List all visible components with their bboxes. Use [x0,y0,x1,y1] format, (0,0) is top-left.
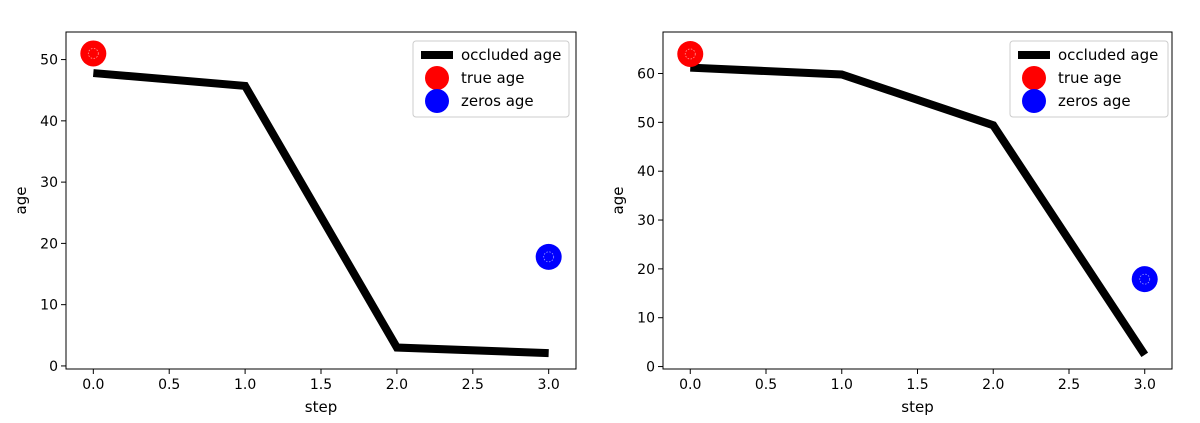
legend-label-zeros-age: zeros age [1058,92,1131,110]
legend-box [412,40,570,118]
x-tick-label: 3.0 [1134,377,1156,393]
data-point-occluded-age [93,73,94,74]
y-tick-label: 0 [49,359,58,375]
series-line-occluded-age [690,63,1149,358]
legend-label-occluded-age: occluded age [1058,46,1158,64]
marker-true-age [677,40,704,67]
x-tick-label: 1.5 [906,377,928,393]
marker-true-age [80,40,107,67]
y-tick-label: 30 [637,213,655,229]
x-tick-label: 2.5 [462,377,484,393]
chart-panel-1: 0.0 0.5 1.0 1.5 2.0 2.5 3.0 0 10 20 30 40 50 step age o… [12,31,577,416]
y-tick-label: 50 [40,53,58,69]
marker-center-true-age [87,48,99,59]
data-point-occluded-age [548,353,549,354]
legend-label-zeros-age: zeros age [461,92,534,110]
x-tick-label: 1.0 [831,377,853,393]
y-tick-label: 10 [637,311,655,327]
y-tick-label: 50 [637,115,655,131]
legend-swatch-true-age [425,66,449,90]
y-axis-label: age [12,187,30,215]
legend-label-true-age: true age [1058,69,1122,87]
legend-swatch-zeros-age [1022,89,1046,113]
series-line-occluded-age [92,69,549,358]
x-tick-label: 1.0 [234,377,256,393]
y-tick-label: 0 [646,360,655,376]
data-point-occluded-age [245,85,246,86]
legend-swatch-true-age [1022,66,1046,90]
y-tick-label: 60 [637,67,655,83]
x-tick-label: 0.5 [755,377,777,393]
chart-panel-2: 0.0 0.5 1.0 1.5 2.0 2.5 3.0 0 10 20 30 40 50 60 step ag… [609,31,1173,416]
data-point-occluded-age [841,74,842,75]
legend-label-occluded-age: occluded age [461,46,561,64]
y-tick-label: 40 [40,114,58,130]
x-axis-label: step [901,398,933,416]
legend: occluded age true age zeros age [1009,40,1169,118]
marker-center-zeros-age [543,251,555,263]
x-tick-label: 0.0 [82,377,104,393]
data-point-occluded-age [1144,354,1145,355]
y-axis-label: age [609,187,627,215]
legend-box [1009,40,1169,118]
x-tick-label: 2.0 [386,377,408,393]
y-tick-label: 10 [40,298,58,314]
data-point-occluded-age [396,347,397,348]
x-tick-label: 2.5 [1058,377,1080,393]
legend-swatch-zeros-age [425,89,449,113]
y-tick-label: 30 [40,175,58,191]
marker-zeros-age [535,243,562,270]
y-tick-label: 20 [40,236,58,252]
legend: occluded age true age zeros age [412,40,570,118]
marker-zeros-age [1131,266,1158,293]
data-point-occluded-age [993,125,994,126]
y-tick-label: 40 [637,164,655,180]
x-tick-label: 0.5 [158,377,180,393]
x-tick-label: 0.0 [679,377,701,393]
marker-center-true-age [684,48,696,60]
x-tick-label: 3.0 [538,377,560,393]
x-axis-label: step [305,398,337,416]
x-tick-label: 2.0 [982,377,1004,393]
marker-center-zeros-age [1139,273,1151,285]
x-tick-label: 1.5 [310,377,332,393]
legend-label-true-age: true age [461,69,525,87]
data-point-occluded-age [690,67,691,68]
y-tick-label: 20 [637,262,655,278]
